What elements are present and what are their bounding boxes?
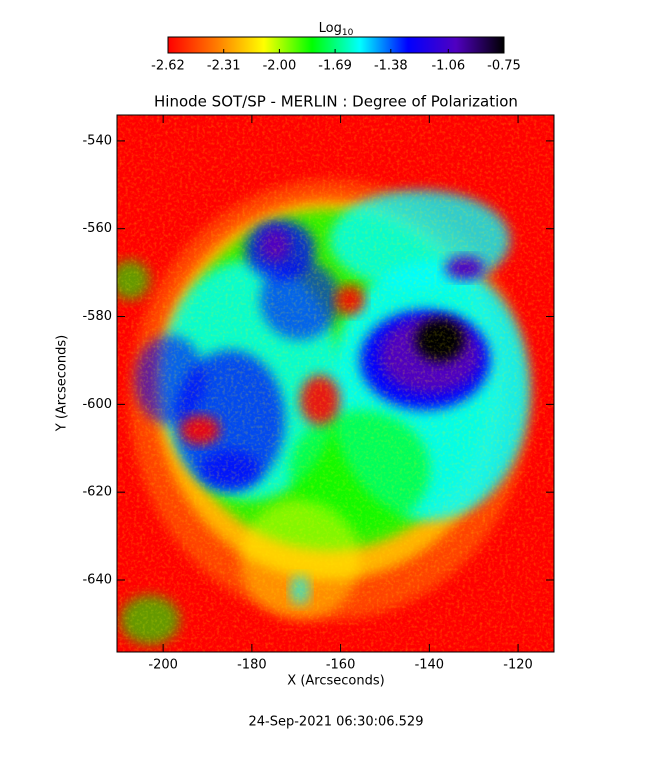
x-tick-label: -120 xyxy=(503,658,533,673)
x-tick-label: -160 xyxy=(326,658,356,673)
x-tick-label: -140 xyxy=(415,658,445,673)
colorbar-tick-label: -0.75 xyxy=(487,59,521,74)
y-tick-label: -640 xyxy=(82,572,112,587)
colorbar-tick-label: -2.00 xyxy=(263,59,297,74)
plot-frame xyxy=(116,114,555,653)
y-tick-label: -560 xyxy=(82,221,112,236)
y-axis-label: Y (Arcseconds) xyxy=(55,335,70,432)
chart-title: Hinode SOT/SP - MERLIN : Degree of Polar… xyxy=(154,93,518,111)
image-texture xyxy=(117,115,554,652)
x-tick-label: -180 xyxy=(237,658,267,673)
x-tick-label: -200 xyxy=(148,658,178,673)
footer-timestamp: 24-Sep-2021 06:30:06.529 xyxy=(249,715,424,730)
y-tick-label: -540 xyxy=(82,133,112,148)
colorbar-tick-label: -1.06 xyxy=(431,59,465,74)
y-tick-label: -620 xyxy=(82,485,112,500)
x-axis-label: X (Arcseconds) xyxy=(287,674,384,689)
y-tick-label: -600 xyxy=(82,397,112,412)
colorbar-tick-label: -1.69 xyxy=(318,59,352,74)
colorbar-tick-label: -2.31 xyxy=(207,59,241,74)
colorbar-tick-label: -2.62 xyxy=(151,59,185,74)
colorbar xyxy=(167,36,505,54)
y-tick-label: -580 xyxy=(82,309,112,324)
colorbar-label-text: Log xyxy=(319,21,342,36)
colorbar-label-subscript: 10 xyxy=(342,28,354,38)
colorbar-tick-label: -1.38 xyxy=(374,59,408,74)
colorbar-label: Log10 xyxy=(319,21,354,38)
image xyxy=(117,115,554,652)
